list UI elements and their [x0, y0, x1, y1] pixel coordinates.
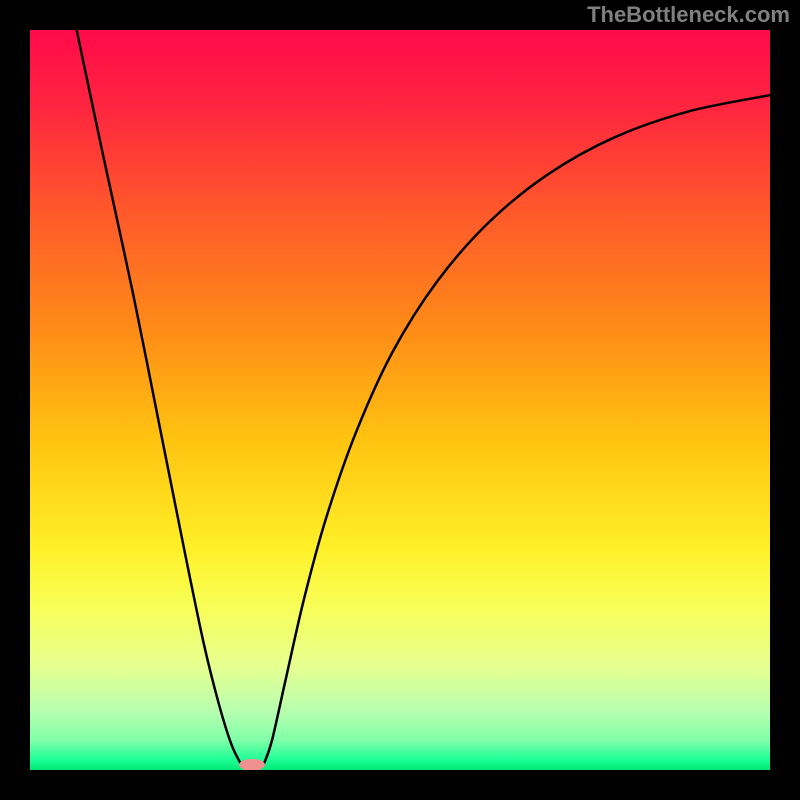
gradient-background [30, 30, 770, 770]
chart-container: TheBottleneck.com [0, 0, 800, 800]
plot-area [30, 30, 770, 770]
watermark-text: TheBottleneck.com [587, 2, 790, 28]
